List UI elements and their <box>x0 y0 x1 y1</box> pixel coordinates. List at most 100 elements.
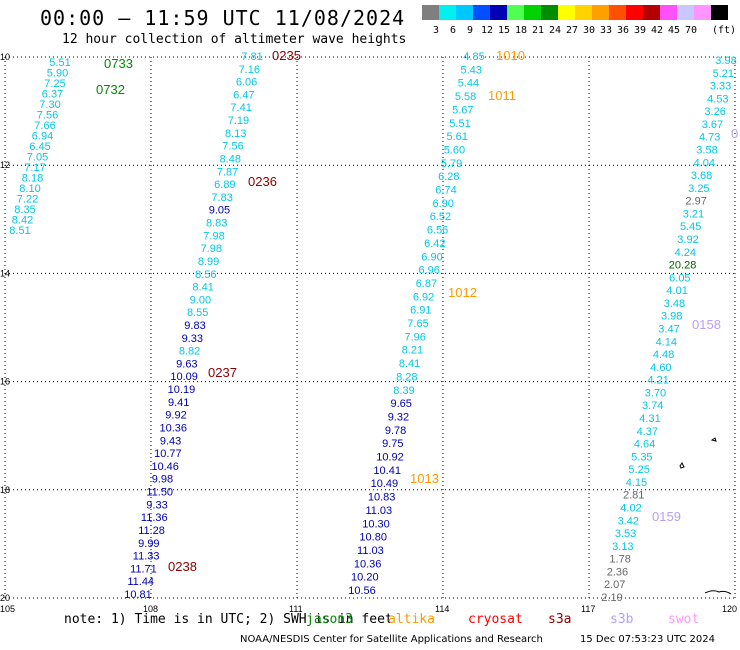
wave-height-value: 9.41 <box>168 397 189 409</box>
wave-height-value: 3.58 <box>696 145 717 157</box>
island-shape <box>679 462 685 469</box>
wave-height-value: 2.81 <box>623 490 644 502</box>
wave-height-value: 8.13 <box>225 128 246 140</box>
wave-height-value: 8.41 <box>192 282 213 294</box>
wave-height-value: 10.83 <box>368 492 396 504</box>
wave-height-value: 8.56 <box>195 269 216 281</box>
wave-height-value: 9.32 <box>388 411 409 423</box>
wave-height-value: 9.75 <box>382 438 403 450</box>
wave-height-value: 5.61 <box>446 131 467 143</box>
wave-height-value: 9.98 <box>152 474 173 486</box>
wave-height-value: 5.90 <box>47 68 68 80</box>
pass-time-label: 0235 <box>272 48 301 63</box>
wave-height-value: 5.67 <box>452 104 473 116</box>
colorbar-label: 24 <box>548 25 562 36</box>
wave-height-value: 7.25 <box>44 78 65 90</box>
pass-time-label: 0 <box>731 126 738 141</box>
wave-height-value: 4.31 <box>639 413 660 425</box>
pass-time-label: 1012 <box>448 285 477 300</box>
timestamp-text: 15 Dec 07:53:23 UTC 2024 <box>580 634 715 645</box>
wave-height-value: 6.06 <box>236 77 257 89</box>
satellite-cryosat-label: cryosat <box>468 612 523 627</box>
pass-time-label: 0236 <box>248 174 277 189</box>
colorbar-label: 6 <box>449 25 457 36</box>
satellite-s3a-label: s3a <box>548 612 572 627</box>
wave-height-value: 9.99 <box>138 538 159 550</box>
wave-height-value: 8.42 <box>12 215 33 227</box>
colorbar-swatch <box>541 5 558 20</box>
wave-height-value: 7.98 <box>201 243 222 255</box>
wave-height-value: 3.98 <box>715 55 736 67</box>
pass-time-label: 1011 <box>488 88 516 103</box>
wave-height-value: 7.30 <box>39 99 60 111</box>
wave-height-value: 3.33 <box>710 81 731 93</box>
wave-height-value: 3.26 <box>704 106 725 118</box>
wave-height-value: 7.22 <box>17 194 38 206</box>
colorbar-swatch <box>524 5 541 20</box>
wave-height-value: 5.43 <box>460 64 481 76</box>
wave-height-value: 10.36 <box>160 422 188 434</box>
wave-height-value: 7.41 <box>230 102 251 114</box>
wave-height-value: 10.77 <box>154 448 182 460</box>
satellite-s3b-label: s3b <box>610 612 634 627</box>
wave-height-value: 3.70 <box>645 387 666 399</box>
wave-height-value: 4.01 <box>666 285 687 297</box>
satellite-swot-label: swot <box>668 612 700 627</box>
pass-time-label: 0732 <box>96 82 125 97</box>
pass-time-label: 0158 <box>692 317 721 332</box>
wave-height-value: 4.64 <box>634 439 655 451</box>
colorbar-label: 30 <box>582 25 596 36</box>
pass-time-label: 0159 <box>652 509 681 524</box>
colorbar-label: 15 <box>497 25 511 36</box>
wave-height-value: 4.21 <box>647 375 668 387</box>
pass-time-label: 1013 <box>410 471 439 486</box>
wave-height-value: 7.16 <box>239 64 260 76</box>
wave-height-value: 9.83 <box>184 320 205 332</box>
wave-height-value: 9.63 <box>176 358 197 370</box>
colorbar-swatch <box>439 5 456 20</box>
colorbar-swatch <box>643 5 660 20</box>
wave-height-value: 5.44 <box>458 78 479 90</box>
wave-height-value: 3.25 <box>688 183 709 195</box>
colorbar-label: 3 <box>432 25 440 36</box>
wave-height-value: 5.21 <box>713 68 734 80</box>
wave-height-value: 3.42 <box>618 515 639 527</box>
map-subtitle: 12 hour collection of altimeter wave hei… <box>62 32 407 47</box>
wave-height-value: 7.56 <box>37 110 58 122</box>
colorbar-swatch <box>626 5 643 20</box>
lon-tick-label: 114 <box>435 604 449 614</box>
lon-tick-label: 120 <box>722 604 737 614</box>
wave-height-value: 6.05 <box>669 272 690 284</box>
satellite-altika-label: altika <box>388 612 435 627</box>
wave-height-value: 7.98 <box>203 230 224 242</box>
colorbar-label: 18 <box>514 25 528 36</box>
wave-height-value: 7.83 <box>211 192 232 204</box>
wave-height-value: 5.79 <box>441 158 462 170</box>
wave-height-value: 5.60 <box>444 144 465 156</box>
colorbar-swatch <box>677 5 694 20</box>
wave-height-value: 6.94 <box>32 131 53 143</box>
wave-height-value: 3.74 <box>642 400 663 412</box>
wave-height-value: 2.19 <box>601 592 622 604</box>
wave-height-value: 1.78 <box>609 554 630 566</box>
colorbar-label: 45 <box>667 25 681 36</box>
wave-height-value: 4.15 <box>626 477 647 489</box>
wave-height-value: 4.60 <box>650 362 671 374</box>
wave-height-value: 2.97 <box>685 196 706 208</box>
wave-height-value: 4.73 <box>699 132 720 144</box>
wave-height-value: 3.92 <box>677 234 698 246</box>
wave-height-value: 8.41 <box>399 358 420 370</box>
pass-time-label: 1010 <box>496 48 525 63</box>
wave-height-value: 4.85 <box>463 51 484 63</box>
wave-height-value: 4.53 <box>707 93 728 105</box>
wave-height-value: 6.90 <box>421 251 442 263</box>
coastline-shape <box>704 590 732 595</box>
wave-height-value: 8.28 <box>396 371 417 383</box>
wave-height-value: 7.66 <box>34 120 55 132</box>
lat-tick-label: 16 <box>0 377 10 387</box>
wave-height-value: 5.45 <box>680 221 701 233</box>
colorbar-label: 70 <box>684 25 698 36</box>
colorbar-swatch <box>507 5 524 20</box>
wave-height-value: 6.74 <box>435 185 456 197</box>
